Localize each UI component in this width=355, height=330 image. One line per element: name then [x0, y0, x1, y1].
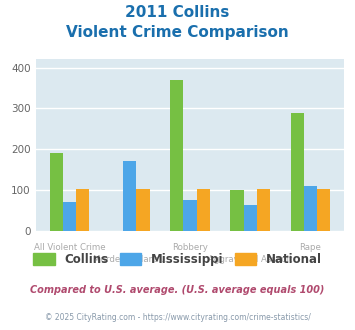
Text: Rape: Rape: [300, 243, 321, 252]
Bar: [244, 205, 257, 231]
Bar: [50, 153, 63, 231]
Text: 2011 Collins: 2011 Collins: [125, 5, 230, 20]
Text: Violent Crime Comparison: Violent Crime Comparison: [66, 25, 289, 40]
Bar: [290, 113, 304, 231]
Text: Compared to U.S. average. (U.S. average equals 100): Compared to U.S. average. (U.S. average …: [30, 285, 325, 295]
Bar: [123, 161, 136, 231]
Bar: [257, 189, 270, 231]
Bar: [317, 189, 330, 231]
Bar: [230, 190, 244, 231]
Bar: [63, 202, 76, 231]
Text: Robbery: Robbery: [172, 243, 208, 252]
Text: All Violent Crime: All Violent Crime: [34, 243, 105, 252]
Text: Murder & Mans...: Murder & Mans...: [93, 255, 166, 264]
Bar: [197, 189, 210, 231]
Bar: [170, 80, 183, 231]
Bar: [304, 186, 317, 231]
Bar: [183, 200, 197, 231]
Text: © 2025 CityRating.com - https://www.cityrating.com/crime-statistics/: © 2025 CityRating.com - https://www.city…: [45, 314, 310, 322]
Bar: [136, 189, 149, 231]
Text: Aggravated Assault: Aggravated Assault: [208, 255, 293, 264]
Legend: Collins, Mississippi, National: Collins, Mississippi, National: [29, 248, 326, 271]
Bar: [76, 189, 89, 231]
